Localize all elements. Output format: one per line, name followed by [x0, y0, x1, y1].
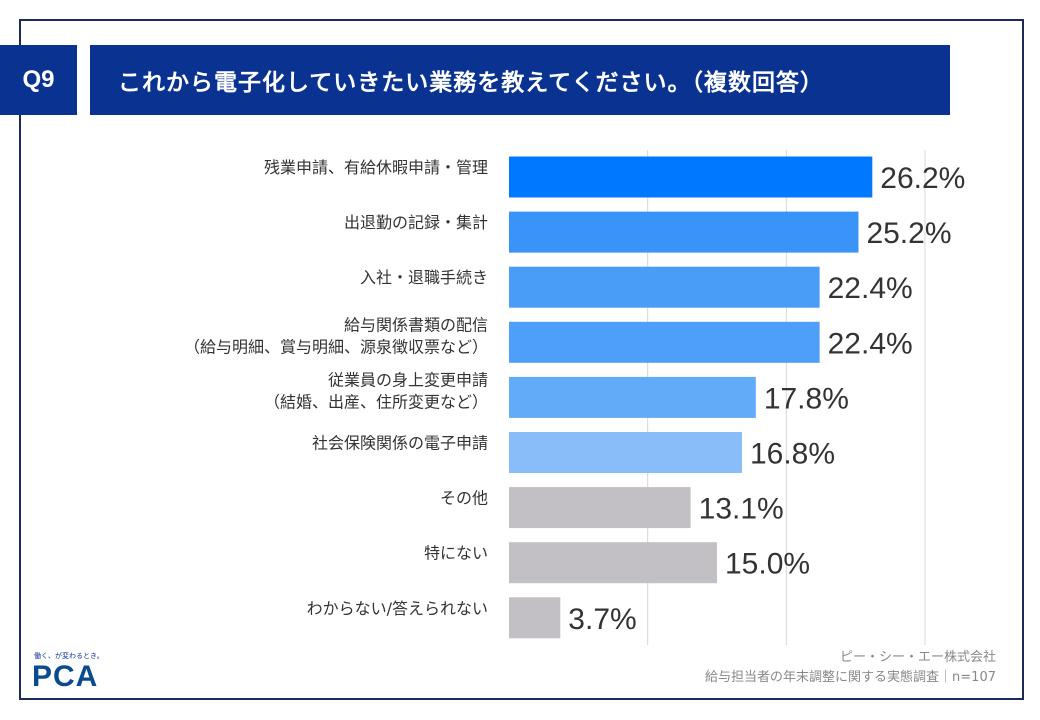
data-label: 22.4%	[828, 327, 913, 360]
bar	[509, 211, 859, 253]
category-label: 従業員の身上変更申請（結婚、出産、住所変更など）	[264, 370, 488, 411]
category-label: 出退勤の記録・集計	[344, 213, 488, 232]
bar	[509, 542, 717, 584]
chart-frame	[19, 19, 1024, 700]
data-label: 25.2%	[866, 217, 951, 250]
category-label: わからない/答えられない	[307, 599, 488, 618]
bar	[509, 321, 820, 363]
category-label: 社会保険関係の電子申請	[312, 434, 488, 453]
bar	[509, 597, 561, 639]
bar	[509, 266, 820, 308]
data-label: 22.4%	[828, 272, 913, 305]
bar	[509, 487, 691, 529]
category-label: 給与関係書類の配信（給与明細、賞与明細、源泉徴収票など）	[184, 315, 488, 356]
bar	[509, 376, 756, 418]
data-label: 17.8%	[764, 382, 849, 415]
question-number: Q9	[0, 45, 77, 115]
logo-tagline: 働く、が変わるとき。	[34, 652, 104, 660]
category-label: 特にない	[424, 544, 488, 563]
category-label: 残業申請、有給休暇申請・管理	[264, 158, 488, 177]
bar	[509, 432, 742, 473]
data-label: 16.8%	[750, 438, 835, 471]
data-label: 13.1%	[699, 493, 784, 526]
data-label: 15.0%	[725, 548, 810, 581]
company-name: ピー・シー・エー株式会社	[839, 650, 996, 665]
category-label: その他	[440, 489, 488, 508]
data-label: 26.2%	[880, 162, 965, 195]
data-label: 3.7%	[568, 603, 636, 636]
category-label: 入社・退職手続き	[360, 268, 488, 287]
bar	[509, 156, 873, 198]
pca-logo: PCA	[32, 660, 99, 693]
question-title: これから電子化していきたい業務を教えてください。（複数回答）	[90, 45, 950, 115]
survey-source: 給与担当者の年末調整に関する実態調査｜n=107	[705, 670, 996, 685]
